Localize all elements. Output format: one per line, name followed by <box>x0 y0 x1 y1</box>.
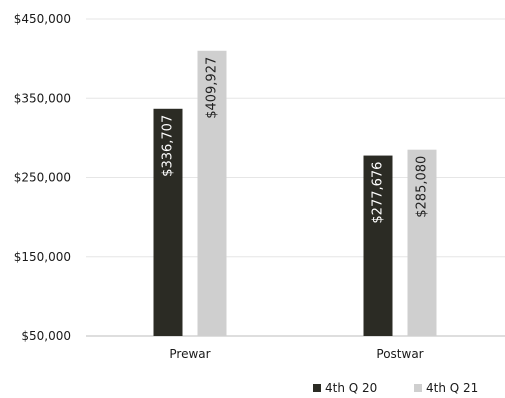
bar-postwar-q21 <box>407 149 437 336</box>
y-tick-label: $350,000 <box>14 91 71 105</box>
y-tick-label: $50,000 <box>21 329 71 343</box>
bar-prewar-q21 <box>197 50 227 337</box>
legend-swatch <box>414 384 422 392</box>
bar-prewar-q20 <box>153 108 183 337</box>
bar-value-label: $285,080 <box>415 156 430 218</box>
legend-swatch <box>313 384 321 392</box>
legend-label: 4th Q 21 <box>426 381 478 395</box>
legend-label: 4th Q 20 <box>325 381 377 395</box>
bar-value-label: $409,927 <box>205 57 220 119</box>
y-tick-label: $150,000 <box>14 250 71 264</box>
bar-value-label: $277,676 <box>371 162 386 224</box>
bar-postwar-q20 <box>363 155 393 336</box>
bar-value-label: $336,707 <box>161 115 176 177</box>
x-category-label: Postwar <box>376 347 423 361</box>
x-category-label: Prewar <box>169 347 210 361</box>
y-tick-label: $450,000 <box>14 12 71 26</box>
y-tick-label: $250,000 <box>14 171 71 185</box>
